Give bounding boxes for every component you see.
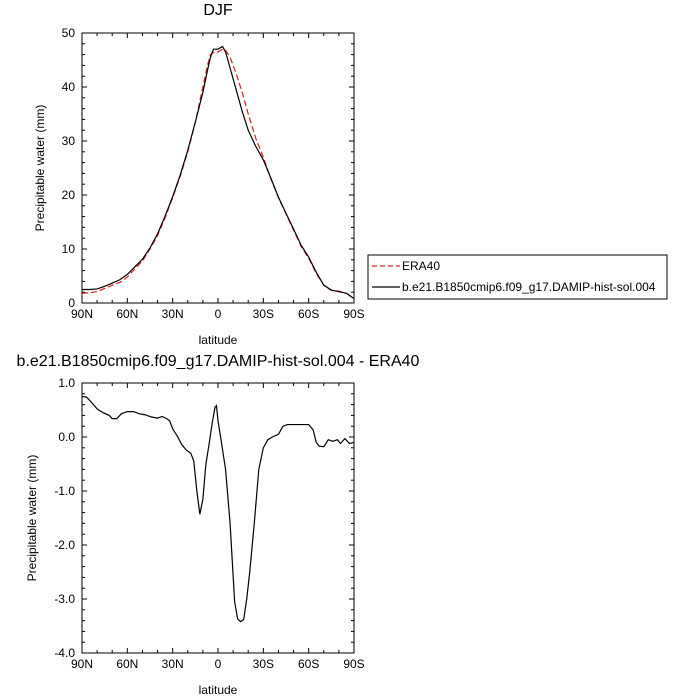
top-x-tick-label: 30N — [162, 307, 184, 321]
top-y-tick-label: 40 — [62, 80, 76, 94]
bottom-y-tick-label: -4.0 — [54, 646, 75, 660]
bottom-plot-area: 90N 60N 30N 0 30S 60S 90S 1.0 0.0 -1.0 -2.0 -3.0 -4.… — [54, 376, 364, 671]
top-x-tick-label: 90N — [71, 307, 93, 321]
bottom-x-tick-label: 0 — [215, 657, 222, 671]
legend-label-era40: ERA40 — [402, 259, 440, 273]
bottom-series-line-0 — [81, 395, 355, 623]
top-y-tick-label: 50 — [62, 26, 76, 40]
bottom-y-axis-label: Precipitable water (mm) — [25, 455, 39, 582]
bottom-x-tick-label: 90N — [71, 657, 93, 671]
top-plot-frame — [81, 32, 355, 304]
top-y-tick-label: 0 — [68, 296, 75, 310]
bottom-y-tick-label: -3.0 — [54, 592, 75, 606]
bottom-x-tick-label: 60N — [116, 657, 138, 671]
top-y-tick-label: 10 — [62, 242, 76, 256]
bottom-y-tick-label: -1.0 — [54, 484, 75, 498]
top-x-tick-label: 0 — [215, 307, 222, 321]
top-series-line-1 — [82, 45, 355, 300]
top-y-tick-label: 20 — [62, 188, 76, 202]
bottom-y-tick-label: -2.0 — [54, 538, 75, 552]
top-x-tick-label: 60S — [298, 307, 319, 321]
bottom-x-tick-label: 60S — [298, 657, 319, 671]
top-x-tick-label: 90S — [343, 307, 364, 321]
top-x-axis-label: latitude — [199, 333, 238, 347]
top-series-line-0 — [81, 48, 355, 299]
bottom-panel: b.e21.B1850cmip6.f09_g17.DAMIP-hist-sol.… — [17, 353, 420, 697]
bottom-y-tick-label: 1.0 — [58, 376, 75, 390]
legend-label-model: b.e21.B1850cmip6.f09_g17.DAMIP-hist-sol.… — [402, 280, 656, 294]
top-panel: DJF 90N 60N 30N 0 30S 60S 90S 0 10 20 30 40 50 latit… — [33, 2, 668, 347]
top-x-tick-label: 30S — [253, 307, 274, 321]
legend: ERA40 b.e21.B1850cmip6.f09_g17.DAMIP-his… — [367, 254, 668, 300]
top-plot-area: 90N 60N 30N 0 30S 60S 90S 0 10 20 30 40 50 — [62, 26, 365, 321]
top-y-tick-label: 30 — [62, 134, 76, 148]
bottom-x-tick-label: 30S — [253, 657, 274, 671]
bottom-x-axis-label: latitude — [199, 683, 238, 697]
bottom-x-tick-label: 30N — [162, 657, 184, 671]
top-x-tick-label: 60N — [116, 307, 138, 321]
bottom-chart-title: b.e21.B1850cmip6.f09_g17.DAMIP-hist-sol.… — [17, 353, 420, 370]
top-chart-title: DJF — [203, 2, 233, 19]
top-y-axis-label: Precipitable water (mm) — [33, 105, 47, 232]
bottom-x-tick-label: 90S — [343, 657, 364, 671]
legend-box — [367, 254, 668, 300]
bottom-y-tick-label: 0.0 — [58, 430, 75, 444]
